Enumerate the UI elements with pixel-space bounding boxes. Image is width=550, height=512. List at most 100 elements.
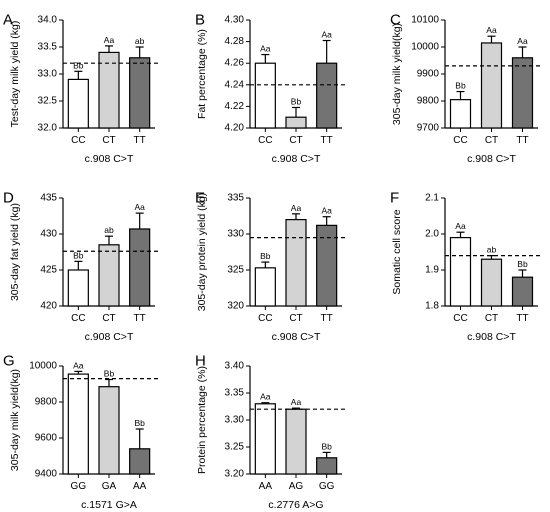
x-tick-label: CC — [258, 313, 272, 324]
y-tick-label: 420 — [40, 301, 57, 312]
significance-label: Bb — [455, 81, 466, 91]
panel-h: H 3.20 3.25 3.30 3.35 3.40 Aa AA Aa AG Bb GG c.2776 … — [195, 352, 346, 511]
significance-label: Aa — [134, 202, 145, 212]
significance-label: Bb — [73, 250, 84, 260]
y-axis-label: Fat percentage (%) — [196, 29, 208, 119]
x-tick-label: TT — [516, 135, 528, 146]
y-tick-label: 9900 — [417, 69, 440, 80]
x-axis-label: c.908 C>T — [85, 331, 134, 343]
panel-a: A 32.0 32.5 33.0 33.5 34.0 Bb CC Aa CT ab TTc.908 C… — [3, 11, 159, 165]
y-tick-label: 10000 — [411, 42, 439, 53]
significance-label: Aa — [260, 44, 271, 54]
bar — [285, 408, 307, 475]
y-tick-label: 2.1 — [425, 193, 439, 204]
panel-c: C 9700 9800 9900 10000 10100 Bb CC Aa CT Aa TTc.908… — [390, 11, 542, 165]
panel-letter: C — [390, 11, 401, 28]
bar — [480, 258, 503, 307]
y-tick-label: 9800 — [417, 96, 440, 107]
y-tick-label: 4.20 — [225, 123, 245, 134]
x-tick-label: GA — [102, 481, 117, 492]
y-tick-label: 3.35 — [225, 388, 245, 399]
bar — [254, 62, 276, 129]
y-tick-label: 4.26 — [225, 58, 245, 69]
y-axis-label: Somatic cell score — [391, 209, 403, 294]
panel-letter: B — [195, 11, 205, 28]
y-tick-label: 425 — [40, 265, 57, 276]
significance-label: ab — [487, 245, 497, 255]
x-axis-label: c.908 C>T — [467, 153, 516, 165]
bar — [449, 237, 472, 307]
x-tick-label: GG — [71, 481, 87, 492]
y-tick-label: 33.5 — [38, 42, 58, 53]
y-tick-label: 4.30 — [225, 15, 245, 26]
x-tick-label: CT — [102, 313, 115, 324]
x-axis-label: c.908 C>T — [272, 153, 321, 165]
x-tick-label: AG — [289, 481, 304, 492]
panel-letter: H — [195, 352, 206, 369]
y-tick-label: 3.25 — [225, 442, 245, 453]
bar — [316, 457, 338, 475]
significance-label: Bb — [260, 251, 271, 261]
y-tick-label: 1.8 — [425, 301, 439, 312]
x-tick-label: AA — [133, 481, 147, 492]
y-axis-label: 305-day milk yield(kg) — [391, 23, 403, 125]
x-tick-label: TT — [321, 135, 333, 146]
bar — [254, 267, 276, 307]
bar — [67, 373, 89, 475]
x-axis-label: c.908 C>T — [272, 331, 321, 343]
x-tick-label: CC — [71, 135, 85, 146]
significance-label: Aa — [104, 35, 115, 45]
bar — [254, 403, 276, 475]
y-tick-label: 4.22 — [225, 101, 245, 112]
y-tick-label: 1.9 — [425, 265, 439, 276]
y-tick-label: 2.0 — [425, 229, 439, 240]
significance-label: ab — [104, 225, 114, 235]
panel-letter: F — [390, 189, 399, 206]
y-tick-label: 335 — [227, 193, 244, 204]
x-axis-label: c.1571 G>A — [81, 499, 137, 511]
y-tick-label: 9800 — [35, 397, 58, 408]
x-tick-label: CT — [485, 313, 498, 324]
bar — [129, 448, 151, 475]
y-tick-label: 3.20 — [225, 469, 245, 480]
y-tick-label: 320 — [227, 301, 244, 312]
x-tick-label: GG — [319, 481, 335, 492]
significance-label: Bb — [291, 96, 302, 106]
y-tick-label: 430 — [40, 229, 57, 240]
bar — [285, 219, 307, 307]
x-tick-label: CT — [289, 313, 302, 324]
significance-label: Aa — [517, 36, 528, 46]
bar — [480, 42, 503, 129]
significance-label: Bb — [321, 441, 332, 451]
significance-label: Bb — [73, 60, 84, 70]
y-tick-label: 9600 — [35, 433, 58, 444]
panel-letter: G — [3, 352, 15, 369]
y-tick-label: 330 — [227, 229, 244, 240]
y-tick-label: 10000 — [29, 361, 57, 372]
x-axis-label: c.2776 A>G — [268, 499, 323, 511]
panel-f: F 1.8 1.9 2.0 2.1 Aa CC ab CT Bb TTc.908 C>T Somati… — [390, 189, 542, 343]
y-tick-label: 435 — [40, 193, 57, 204]
panel-letter: E — [195, 189, 205, 206]
x-tick-label: CC — [453, 135, 467, 146]
significance-label: Aa — [291, 397, 302, 407]
y-tick-label: 3.40 — [225, 361, 245, 372]
panel-g: G 9400 9600 9800 10000 Aa GG Bb GA Bb AA c.1571 G>A… — [3, 352, 159, 511]
significance-label: Aa — [486, 25, 497, 35]
significance-label: Aa — [260, 392, 271, 402]
significance-label: Aa — [455, 221, 466, 231]
y-tick-label: 33.0 — [38, 69, 58, 80]
y-tick-label: 325 — [227, 265, 244, 276]
significance-label: Bb — [134, 418, 145, 428]
panel-e: E 320 325 330 335 Bb CC Aa CT Aa TTc.908 C>T 305-da… — [195, 189, 346, 343]
x-tick-label: AA — [259, 481, 273, 492]
bar — [67, 78, 89, 129]
x-tick-label: CC — [453, 313, 467, 324]
y-tick-label: 10100 — [411, 15, 439, 26]
bar — [449, 99, 472, 129]
significance-label: Bb — [517, 259, 528, 269]
y-tick-label: 3.30 — [225, 415, 245, 426]
significance-label: Aa — [321, 206, 332, 216]
bar — [98, 386, 120, 475]
